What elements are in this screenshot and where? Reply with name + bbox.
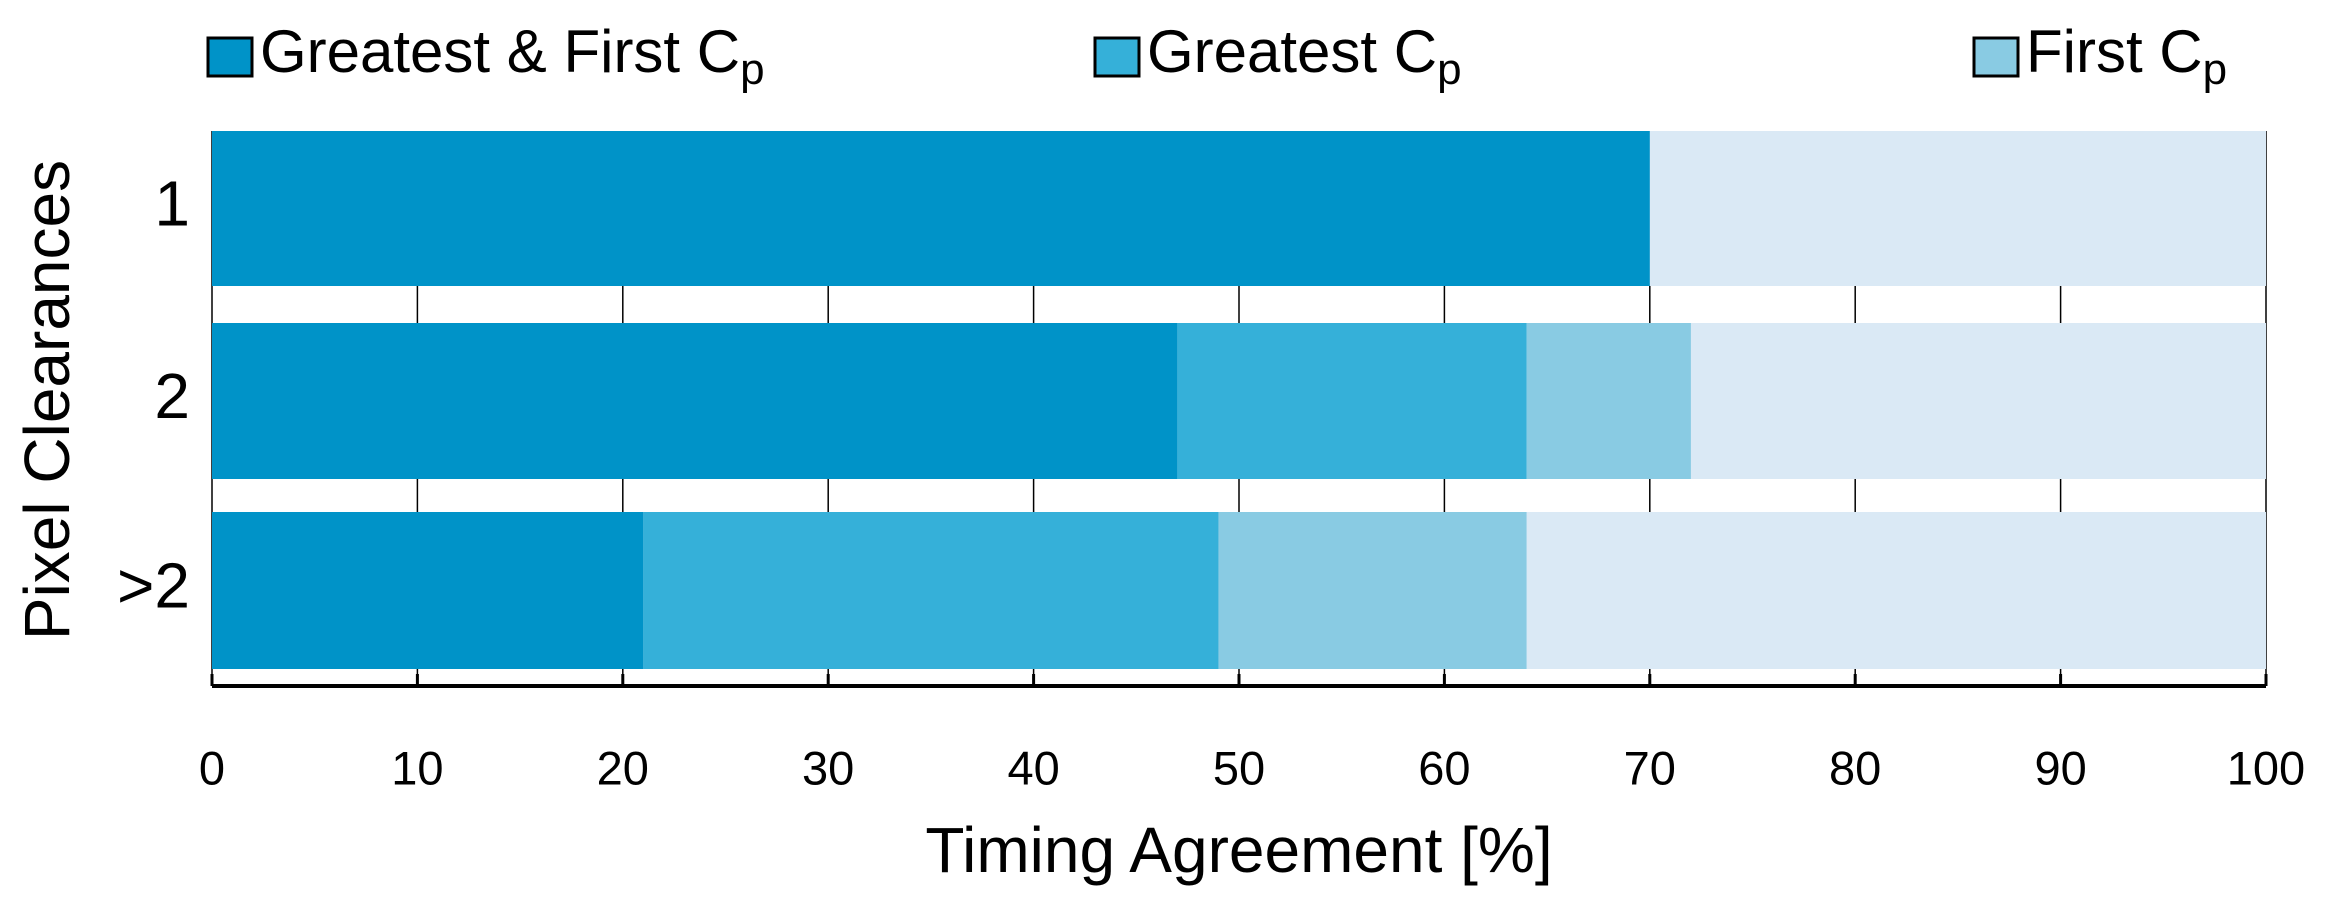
x-tick-label: 60	[1418, 741, 1470, 794]
legend-label: Greatest & First Cp	[260, 18, 765, 94]
x-tick-label: 50	[1213, 741, 1265, 794]
bar-segment	[212, 512, 644, 669]
bar-segment	[643, 512, 1219, 669]
x-tick-label: 70	[1624, 741, 1676, 794]
x-tick-label: 20	[597, 741, 649, 794]
x-tick-label: 80	[1829, 741, 1881, 794]
bar-segment	[1526, 323, 1691, 479]
bar-segment	[1218, 512, 1527, 669]
x-axis-label: Timing Agreement [%]	[925, 814, 1552, 886]
legend-swatch	[1972, 36, 2020, 78]
y-axis-label: Pixel Clearances	[11, 160, 83, 640]
legend-label: Greatest Cp	[1147, 18, 1462, 94]
x-tick-label: 90	[2034, 741, 2086, 794]
x-tick-label: 30	[802, 741, 854, 794]
y-tick-label: 2	[154, 360, 190, 432]
bar-segment	[212, 323, 1178, 479]
bar-segment	[212, 131, 1650, 286]
legend-swatch	[206, 36, 254, 78]
x-tick-label: 40	[1007, 741, 1059, 794]
legend-swatch	[1093, 36, 1141, 78]
legend-label: First Cp	[2026, 18, 2227, 94]
bar-segment	[1177, 323, 1527, 479]
y-tick-label: 1	[154, 167, 190, 239]
x-tick-label: 10	[391, 741, 443, 794]
y-tick-label: >2	[117, 549, 190, 621]
x-tick-label: 100	[2227, 741, 2305, 794]
x-tick-label: 0	[199, 741, 225, 794]
